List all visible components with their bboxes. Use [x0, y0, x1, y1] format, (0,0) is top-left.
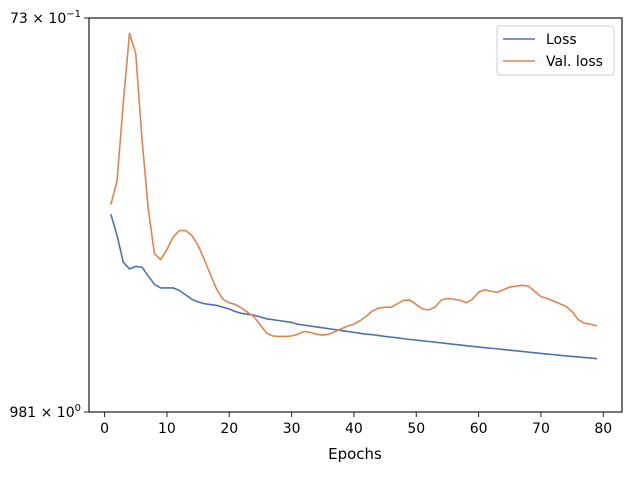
y-tick-label: 73 × 10−1: [10, 9, 81, 27]
series-layer: [110, 32, 598, 360]
series-line-val-loss: [110, 32, 598, 338]
y-tick-label: 981 × 100: [9, 403, 81, 421]
series-line-loss: [110, 214, 598, 360]
x-tick-label: 40: [345, 421, 363, 437]
legend-label-loss: Loss: [546, 32, 577, 48]
x-tick-label: 30: [283, 421, 301, 437]
x-tick-label: 10: [158, 421, 176, 437]
x-tick-label: 60: [470, 421, 488, 437]
x-tick-label: 70: [532, 421, 550, 437]
x-axis: 0 10 20 30 40 50 60 70 80: [100, 412, 612, 437]
x-tick-label: 20: [220, 421, 238, 437]
x-axis-label: Epochs: [328, 445, 382, 463]
legend-label-val-loss: Val. loss: [546, 54, 603, 70]
x-tick-label: 50: [407, 421, 425, 437]
x-tick-label: 0: [100, 421, 109, 437]
x-tick-label: 80: [594, 421, 612, 437]
plot-frame: [88, 17, 623, 413]
y-axis: 73 × 10−1 981 × 100: [9, 9, 89, 421]
legend: Loss Val. loss: [496, 25, 615, 76]
